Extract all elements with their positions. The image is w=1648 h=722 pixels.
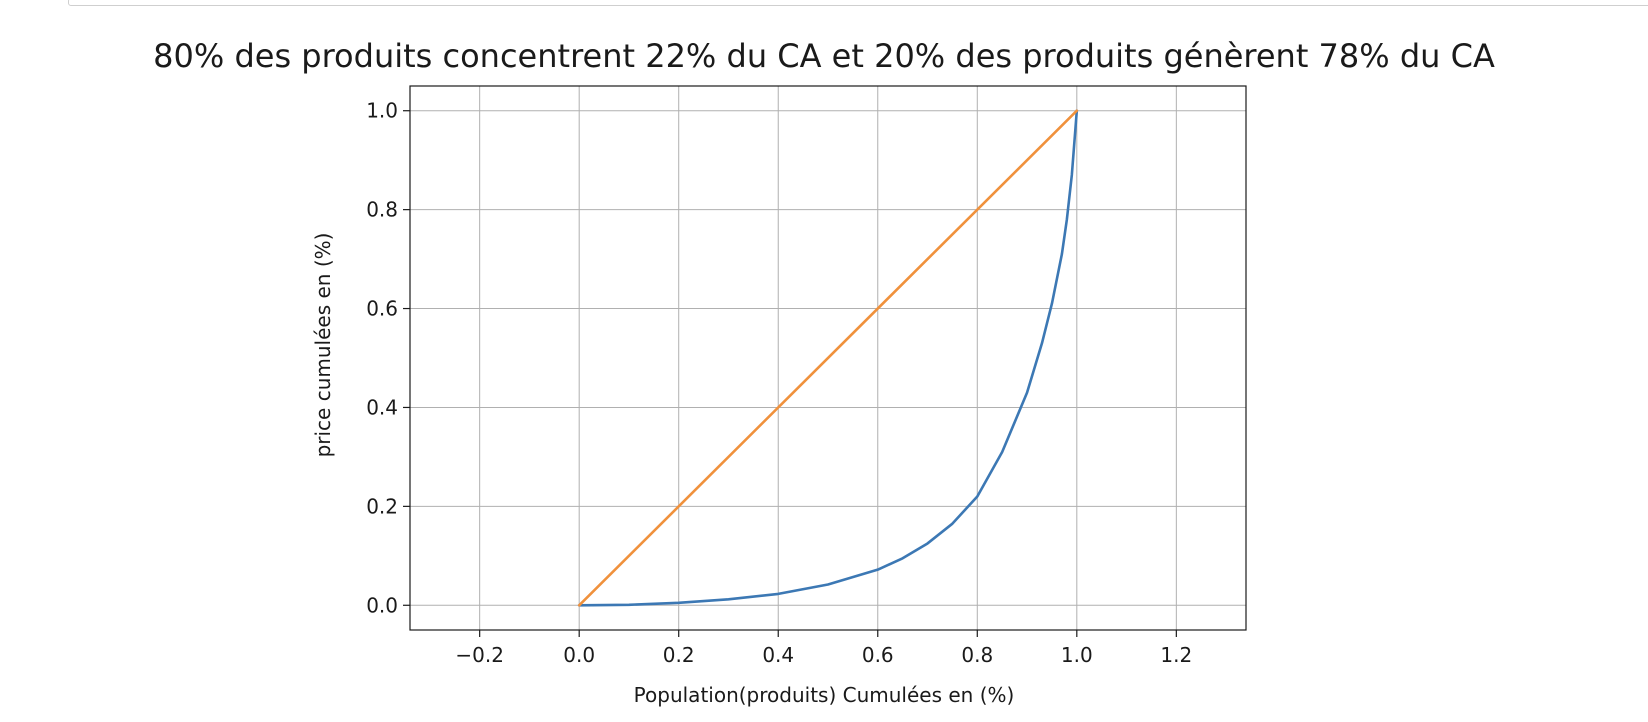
x-tick-label: 0.8 bbox=[961, 643, 993, 667]
x-tick-label: −0.2 bbox=[455, 643, 504, 667]
plot-frame bbox=[409, 85, 1247, 631]
series-layer bbox=[577, 109, 1079, 607]
y-axis-label: price cumulées en (%) bbox=[311, 233, 335, 458]
y-tick-label: 0.6 bbox=[366, 297, 398, 321]
y-tick-label: 0.2 bbox=[366, 494, 398, 518]
ticks: −0.2 0.0 0.2 0.4 0.6 0.8 1.0 1.2 0.0 0.2 0.4 0.6 0.8… bbox=[366, 99, 1192, 667]
x-tick-label: 1.0 bbox=[1061, 643, 1093, 667]
y-tick-label: 1.0 bbox=[366, 99, 398, 123]
x-tick-label: 0.6 bbox=[862, 643, 894, 667]
grid bbox=[410, 86, 1246, 630]
y-tick-label: 0.8 bbox=[366, 198, 398, 222]
x-tick-label: 0.4 bbox=[762, 643, 794, 667]
x-tick-label: 1.2 bbox=[1160, 643, 1192, 667]
cell-top-border bbox=[68, 0, 1648, 6]
x-axis-label: Population(produits) Cumulées en (%) bbox=[634, 683, 1015, 707]
y-tick-label: 0.0 bbox=[366, 593, 398, 617]
lorenz-curve-line bbox=[577, 109, 1079, 607]
y-tick-label: 0.4 bbox=[366, 395, 398, 419]
equality-line-line bbox=[577, 109, 1079, 607]
x-tick-label: 0.0 bbox=[563, 643, 595, 667]
x-tick-label: 0.2 bbox=[663, 643, 695, 667]
chart-title: 80% des produits concentrent 22% du CA e… bbox=[153, 37, 1495, 75]
